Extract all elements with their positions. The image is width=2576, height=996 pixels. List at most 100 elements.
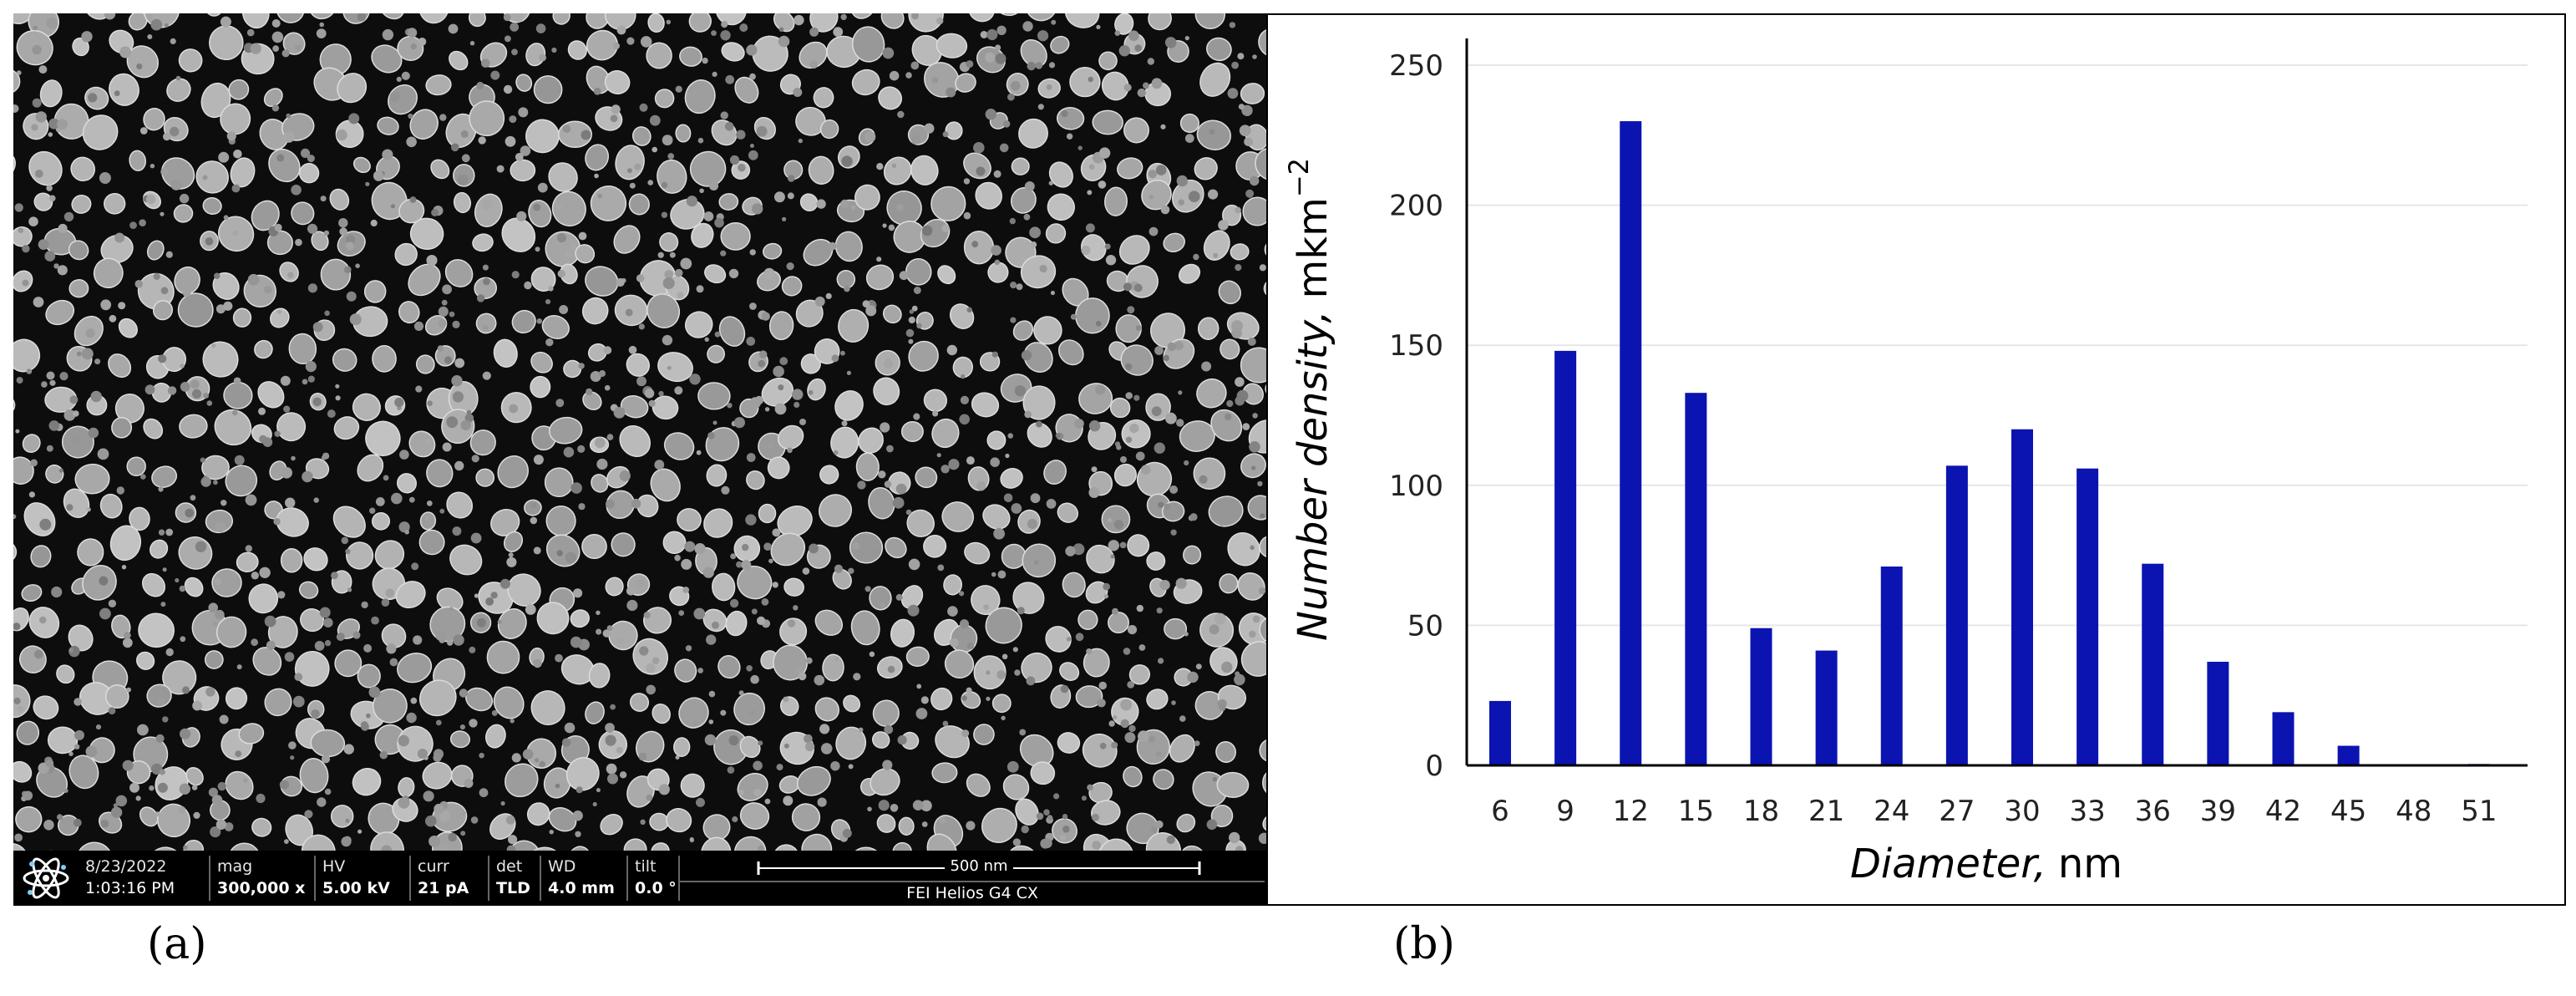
small-nanoparticle bbox=[18, 227, 24, 234]
small-nanoparticle bbox=[448, 23, 459, 34]
small-nanoparticle bbox=[426, 501, 433, 506]
sem-micrograph bbox=[13, 13, 1266, 851]
nanoparticle bbox=[619, 424, 651, 458]
small-nanoparticle bbox=[162, 716, 169, 723]
nanoparticle bbox=[13, 540, 18, 563]
nanoparticle bbox=[657, 352, 693, 383]
small-nanoparticle bbox=[474, 593, 479, 598]
nanoparticle bbox=[1091, 800, 1121, 826]
small-nanoparticle bbox=[865, 305, 877, 317]
nanoparticle bbox=[30, 545, 52, 568]
small-nanoparticle bbox=[728, 268, 739, 279]
nanoparticle bbox=[581, 533, 607, 560]
small-nanoparticle bbox=[751, 608, 758, 615]
small-nanoparticle bbox=[1062, 814, 1068, 820]
small-nanoparticle bbox=[1087, 784, 1093, 791]
small-nanoparticle bbox=[459, 689, 469, 698]
small-nanoparticle bbox=[1061, 110, 1068, 118]
nanoparticle bbox=[1127, 534, 1150, 557]
small-nanoparticle bbox=[966, 456, 975, 465]
small-nanoparticle bbox=[1113, 520, 1124, 530]
small-nanoparticle bbox=[746, 453, 756, 462]
small-nanoparticle bbox=[697, 137, 704, 144]
nanoparticle bbox=[647, 293, 681, 328]
nanoparticle bbox=[276, 13, 305, 23]
hv-value: 5.00 kV bbox=[322, 879, 390, 897]
small-nanoparticle bbox=[460, 831, 466, 836]
nanoparticle bbox=[945, 121, 963, 140]
small-nanoparticle bbox=[381, 845, 393, 851]
small-nanoparticle bbox=[431, 209, 439, 216]
small-nanoparticle bbox=[347, 587, 352, 592]
small-nanoparticle bbox=[753, 760, 763, 771]
nanoparticle bbox=[565, 757, 600, 791]
small-nanoparticle bbox=[439, 811, 450, 822]
nanoparticle bbox=[276, 412, 307, 442]
nanoparticle bbox=[1199, 62, 1231, 97]
nanoparticle bbox=[779, 696, 799, 716]
small-nanoparticle bbox=[205, 687, 216, 697]
small-nanoparticle bbox=[156, 697, 166, 706]
small-nanoparticle bbox=[606, 625, 613, 632]
bar-27 bbox=[1945, 465, 1968, 765]
nanoparticle bbox=[971, 392, 1000, 418]
small-nanoparticle bbox=[793, 605, 799, 611]
nanoparticle bbox=[657, 159, 687, 194]
small-nanoparticle bbox=[461, 811, 467, 816]
small-nanoparticle bbox=[273, 518, 281, 526]
x-axis-title: Diameter, nm bbox=[1850, 841, 2122, 887]
small-nanoparticle bbox=[307, 283, 317, 293]
small-nanoparticle bbox=[756, 125, 768, 137]
small-nanoparticle bbox=[145, 194, 156, 205]
small-nanoparticle bbox=[1208, 189, 1219, 200]
small-nanoparticle bbox=[1091, 813, 1099, 821]
nanoparticle bbox=[1210, 804, 1234, 828]
det-label: det bbox=[496, 857, 523, 876]
small-nanoparticle bbox=[848, 764, 854, 770]
small-nanoparticle bbox=[1133, 283, 1143, 292]
small-nanoparticle bbox=[375, 497, 385, 506]
small-nanoparticle bbox=[730, 553, 737, 560]
small-nanoparticle bbox=[830, 761, 840, 771]
small-nanoparticle bbox=[1171, 700, 1176, 705]
small-nanoparticle bbox=[341, 836, 352, 847]
small-nanoparticle bbox=[1103, 582, 1110, 591]
nanoparticle bbox=[449, 50, 469, 71]
small-nanoparticle bbox=[557, 269, 565, 278]
nanoparticle bbox=[1141, 180, 1172, 211]
small-nanoparticle bbox=[1214, 612, 1226, 625]
small-nanoparticle bbox=[1125, 392, 1133, 399]
nanoparticle bbox=[1018, 118, 1048, 149]
small-nanoparticle bbox=[1175, 577, 1187, 589]
small-nanoparticle bbox=[779, 357, 789, 366]
nanoparticle bbox=[333, 416, 360, 440]
small-nanoparticle bbox=[1252, 413, 1258, 419]
small-nanoparticle bbox=[684, 541, 696, 552]
small-nanoparticle bbox=[681, 558, 692, 570]
nanoparticle bbox=[82, 114, 119, 150]
nanoparticle bbox=[626, 353, 650, 377]
small-nanoparticle bbox=[202, 175, 208, 180]
nanoparticle bbox=[214, 409, 252, 446]
small-nanoparticle bbox=[1005, 453, 1010, 459]
small-nanoparticle bbox=[1097, 699, 1106, 708]
nanoparticle bbox=[1092, 109, 1123, 135]
small-nanoparticle bbox=[667, 365, 672, 370]
small-nanoparticle bbox=[787, 447, 793, 454]
small-nanoparticle bbox=[611, 104, 621, 114]
small-nanoparticle bbox=[321, 755, 331, 764]
small-nanoparticle bbox=[109, 314, 117, 323]
nanoparticle bbox=[799, 193, 819, 211]
small-nanoparticle bbox=[648, 399, 656, 407]
small-nanoparticle bbox=[59, 372, 68, 381]
small-nanoparticle bbox=[410, 697, 418, 704]
small-nanoparticle bbox=[578, 503, 586, 511]
small-nanoparticle bbox=[235, 750, 242, 757]
nanoparticle bbox=[777, 424, 804, 450]
nanoparticle bbox=[611, 532, 636, 557]
small-nanoparticle bbox=[525, 604, 536, 615]
nanoparticle bbox=[834, 231, 863, 262]
nanoparticle bbox=[1203, 230, 1230, 261]
nanoparticle bbox=[13, 842, 29, 851]
nanoparticle bbox=[799, 41, 828, 69]
